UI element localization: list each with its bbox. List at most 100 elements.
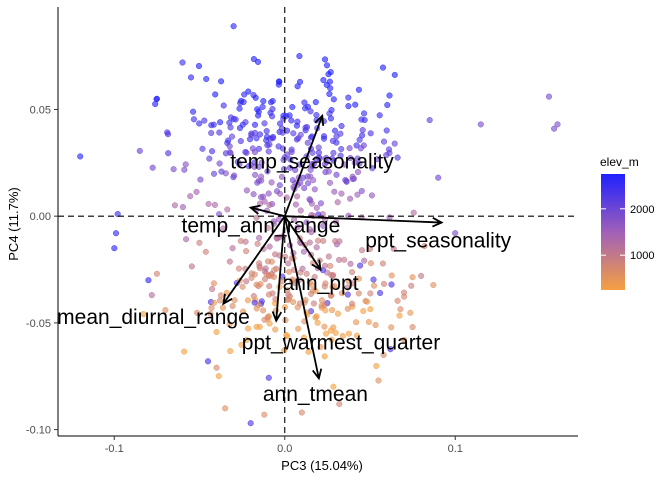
data-point <box>289 177 296 184</box>
data-point <box>208 129 215 137</box>
data-point <box>242 119 249 126</box>
loading-arrow-mean-diurnal-range <box>222 215 286 306</box>
data-point <box>266 243 273 250</box>
data-point <box>303 124 311 131</box>
data-point <box>217 292 224 299</box>
data-point <box>320 133 328 140</box>
data-point <box>410 209 417 216</box>
data-point <box>326 90 333 98</box>
data-point <box>286 112 293 119</box>
data-point <box>270 218 277 225</box>
data-point <box>379 64 387 71</box>
data-point <box>305 180 312 187</box>
data-point <box>238 341 245 348</box>
data-point <box>266 283 273 290</box>
data-point <box>272 251 279 258</box>
data-point <box>252 171 259 178</box>
data-point <box>208 122 215 129</box>
data-point <box>346 145 353 152</box>
data-point <box>242 238 249 245</box>
data-point <box>355 275 362 282</box>
x-axis-title: PC3 (15.04%) <box>281 458 363 473</box>
data-point <box>302 105 309 112</box>
x-tick-label: -0.1 <box>105 443 124 455</box>
data-point <box>341 256 348 263</box>
data-point <box>321 56 329 63</box>
data-point <box>299 265 306 272</box>
data-point <box>338 290 346 297</box>
data-point <box>256 323 263 330</box>
data-point <box>383 127 390 134</box>
data-point <box>386 92 393 99</box>
y-axis-title: PC4 (11.7%) <box>6 187 21 260</box>
data-point <box>230 23 237 30</box>
data-point <box>309 149 316 156</box>
loading-label-ppt-warmest-quarter: ppt_warmest_quarter <box>242 332 440 355</box>
data-point <box>322 280 329 287</box>
data-point <box>391 140 398 147</box>
data-point <box>216 129 223 136</box>
data-point <box>358 187 365 195</box>
data-point <box>368 192 375 199</box>
data-point <box>294 224 301 231</box>
data-point <box>290 130 297 137</box>
data-point <box>330 149 337 156</box>
data-point <box>188 263 195 270</box>
data-point <box>218 168 225 175</box>
data-point <box>394 297 401 304</box>
data-point <box>409 324 416 331</box>
data-point <box>379 260 386 267</box>
data-point <box>258 173 265 180</box>
data-point <box>226 321 233 328</box>
data-point <box>344 305 351 312</box>
data-point <box>317 200 324 207</box>
data-point <box>333 171 340 178</box>
data-point <box>554 121 561 128</box>
data-point <box>205 200 212 207</box>
data-point <box>211 299 218 306</box>
data-point <box>250 191 257 198</box>
data-point <box>264 168 271 175</box>
data-point <box>255 145 262 152</box>
data-point <box>349 173 356 180</box>
data-point <box>182 161 189 168</box>
data-point <box>229 245 236 252</box>
data-point <box>371 282 378 289</box>
data-point <box>251 299 258 306</box>
data-point <box>356 136 363 143</box>
data-point <box>289 103 296 111</box>
loading-arrow-ppt-warmest-quarter <box>271 216 286 323</box>
data-point <box>251 159 258 166</box>
data-point <box>380 280 388 287</box>
data-point <box>332 329 339 336</box>
data-point <box>294 193 301 200</box>
data-point <box>210 280 217 287</box>
data-point <box>149 164 156 171</box>
data-point <box>206 155 213 162</box>
data-point <box>148 292 155 299</box>
data-point <box>261 411 268 418</box>
legend-title: elev_m <box>600 155 639 169</box>
data-point <box>357 262 364 269</box>
data-point <box>314 237 322 244</box>
data-point <box>212 91 219 98</box>
data-point <box>326 179 334 186</box>
data-point <box>290 298 297 306</box>
data-point <box>321 262 329 269</box>
data-point <box>237 99 244 107</box>
data-point <box>353 332 360 339</box>
data-point <box>435 174 442 181</box>
data-point <box>203 75 210 83</box>
data-point <box>181 166 188 173</box>
data-point <box>401 293 408 300</box>
data-point <box>269 133 277 141</box>
data-point <box>245 163 252 170</box>
data-point <box>358 116 365 123</box>
data-point <box>164 129 171 136</box>
data-point <box>213 364 220 371</box>
data-point <box>268 179 275 186</box>
data-point <box>187 74 195 81</box>
data-point <box>285 260 292 267</box>
data-point <box>359 127 366 134</box>
data-point <box>226 143 233 150</box>
